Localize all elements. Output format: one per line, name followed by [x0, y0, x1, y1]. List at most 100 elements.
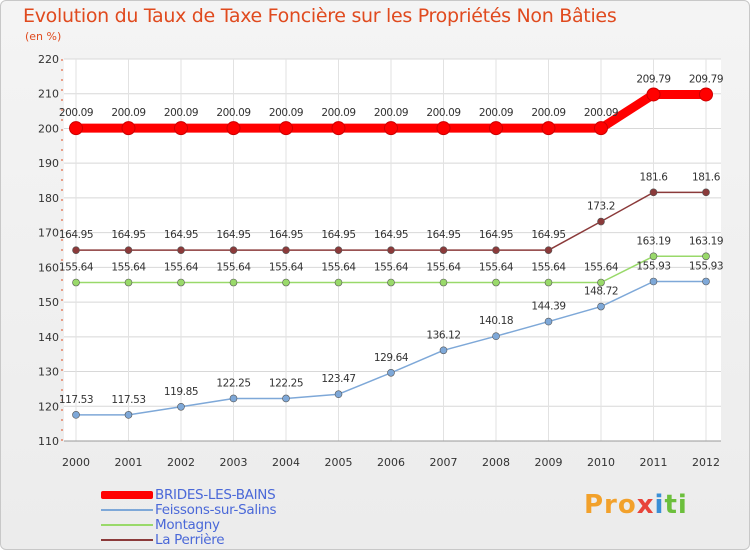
legend-label-perriere: La Perrière [155, 531, 225, 548]
data-point-1 [177, 402, 185, 411]
data-label-3: 164.95 [531, 229, 565, 241]
data-point-2 [229, 278, 238, 287]
x-tick-label: 2001 [115, 456, 143, 469]
x-tick-label: 2010 [587, 456, 615, 469]
legend-item-feissons[interactable]: Feissons-sur-Salins [101, 501, 277, 518]
data-point-0 [279, 121, 293, 136]
data-point-0 [226, 121, 241, 136]
y-tick-label: 160 [38, 261, 59, 274]
y-tick-label: 150 [38, 296, 59, 309]
data-point-0 [331, 121, 346, 136]
data-point-2 [387, 278, 395, 287]
x-tick-label: 2000 [62, 456, 90, 469]
data-label-3: 164.95 [426, 229, 460, 241]
data-label-2: 155.64 [269, 262, 304, 274]
data-label-0: 200.09 [426, 107, 460, 119]
data-label-3: 173.2 [587, 201, 615, 213]
legend-swatch-brides [101, 490, 153, 499]
x-tick-label: 2002 [167, 456, 195, 469]
legend-label-montagny: Montagny [155, 516, 220, 533]
data-point-0 [384, 121, 398, 136]
data-point-3 [229, 246, 238, 254]
data-label-2: 155.64 [584, 262, 619, 274]
data-point-3 [544, 246, 553, 254]
y-tick-label: 220 [38, 53, 59, 66]
logo-part-4: ti [664, 490, 688, 520]
y-tick-label: 130 [38, 366, 59, 379]
data-point-2 [334, 278, 343, 287]
y-tick-label: 110 [38, 435, 59, 448]
data-label-3: 181.6 [639, 171, 668, 183]
legend-item-brides[interactable]: BRIDES-LES-BAINS [101, 487, 276, 502]
data-label-1: 117.53 [59, 394, 93, 406]
data-point-0 [174, 121, 188, 136]
data-label-2: 155.64 [531, 262, 566, 274]
data-point-3 [72, 246, 80, 254]
data-label-3: 164.95 [479, 229, 513, 241]
data-point-0 [69, 121, 83, 136]
data-point-3 [702, 188, 710, 197]
legend-item-montagny[interactable]: Montagny [101, 517, 276, 532]
data-point-1 [229, 394, 238, 403]
data-point-2 [702, 252, 710, 261]
data-label-3: 164.95 [59, 229, 93, 241]
data-label-2: 155.64 [216, 262, 251, 274]
data-point-0 [646, 87, 661, 102]
data-label-0: 209.79 [689, 73, 723, 85]
data-label-3: 164.95 [164, 229, 198, 241]
data-point-0 [594, 121, 608, 136]
legend: BRIDES-LES-BAINS Feissons-sur-Salins Mon… [101, 487, 277, 547]
y-tick-label: 140 [38, 331, 59, 344]
data-label-0: 200.09 [164, 107, 198, 119]
x-tick-label: 2005 [325, 456, 353, 469]
data-label-0: 200.09 [374, 107, 408, 119]
legend-label-brides: BRIDES-LES-BAINS [155, 486, 276, 503]
data-label-3: 164.95 [321, 229, 355, 241]
data-label-1: 129.64 [374, 352, 409, 364]
data-point-0 [699, 87, 713, 102]
data-point-2 [544, 278, 553, 287]
data-point-2 [72, 278, 80, 287]
data-label-0: 209.79 [636, 73, 670, 85]
data-label-1: 122.25 [269, 377, 303, 389]
data-point-1 [282, 394, 290, 403]
data-label-1: 123.47 [321, 373, 355, 385]
data-label-0: 200.09 [111, 107, 145, 119]
data-point-1 [439, 346, 448, 355]
data-label-1: 122.25 [216, 377, 250, 389]
data-label-1: 155.93 [636, 260, 670, 272]
legend-swatch-feissons [101, 508, 153, 511]
data-point-2 [492, 278, 500, 287]
data-label-2: 163.19 [636, 235, 670, 247]
data-point-0 [436, 121, 451, 136]
logo-part-3: i [654, 490, 665, 520]
data-point-3 [282, 246, 290, 254]
data-label-0: 200.09 [269, 107, 303, 119]
y-tick-label: 200 [38, 122, 59, 135]
y-tick-label: 170 [38, 227, 59, 240]
data-label-2: 155.64 [321, 262, 356, 274]
chart-title: Evolution du Taux de Taxe Foncière sur l… [23, 5, 617, 27]
legend-label-feissons: Feissons-sur-Salins [155, 501, 277, 518]
x-tick-label: 2009 [535, 456, 563, 469]
data-label-1: 117.53 [111, 394, 145, 406]
y-tick-label: 180 [38, 192, 59, 205]
data-label-2: 163.19 [689, 235, 723, 247]
proxiti-logo[interactable]: Proxiti [584, 490, 688, 520]
data-label-2: 155.64 [374, 262, 409, 274]
data-point-2 [439, 278, 448, 287]
data-point-0 [121, 121, 136, 136]
data-point-3 [649, 188, 658, 197]
data-point-2 [124, 278, 133, 287]
data-label-2: 155.64 [164, 262, 199, 274]
data-label-3: 181.6 [692, 171, 721, 183]
x-tick-label: 2007 [430, 456, 458, 469]
data-point-1 [492, 332, 500, 340]
legend-item-perriere[interactable]: La Perrière [101, 532, 276, 547]
data-label-0: 200.09 [59, 107, 93, 119]
data-label-1: 140.18 [479, 315, 513, 327]
data-point-1 [702, 277, 710, 286]
data-label-2: 155.64 [426, 262, 461, 274]
data-label-3: 164.95 [111, 229, 145, 241]
